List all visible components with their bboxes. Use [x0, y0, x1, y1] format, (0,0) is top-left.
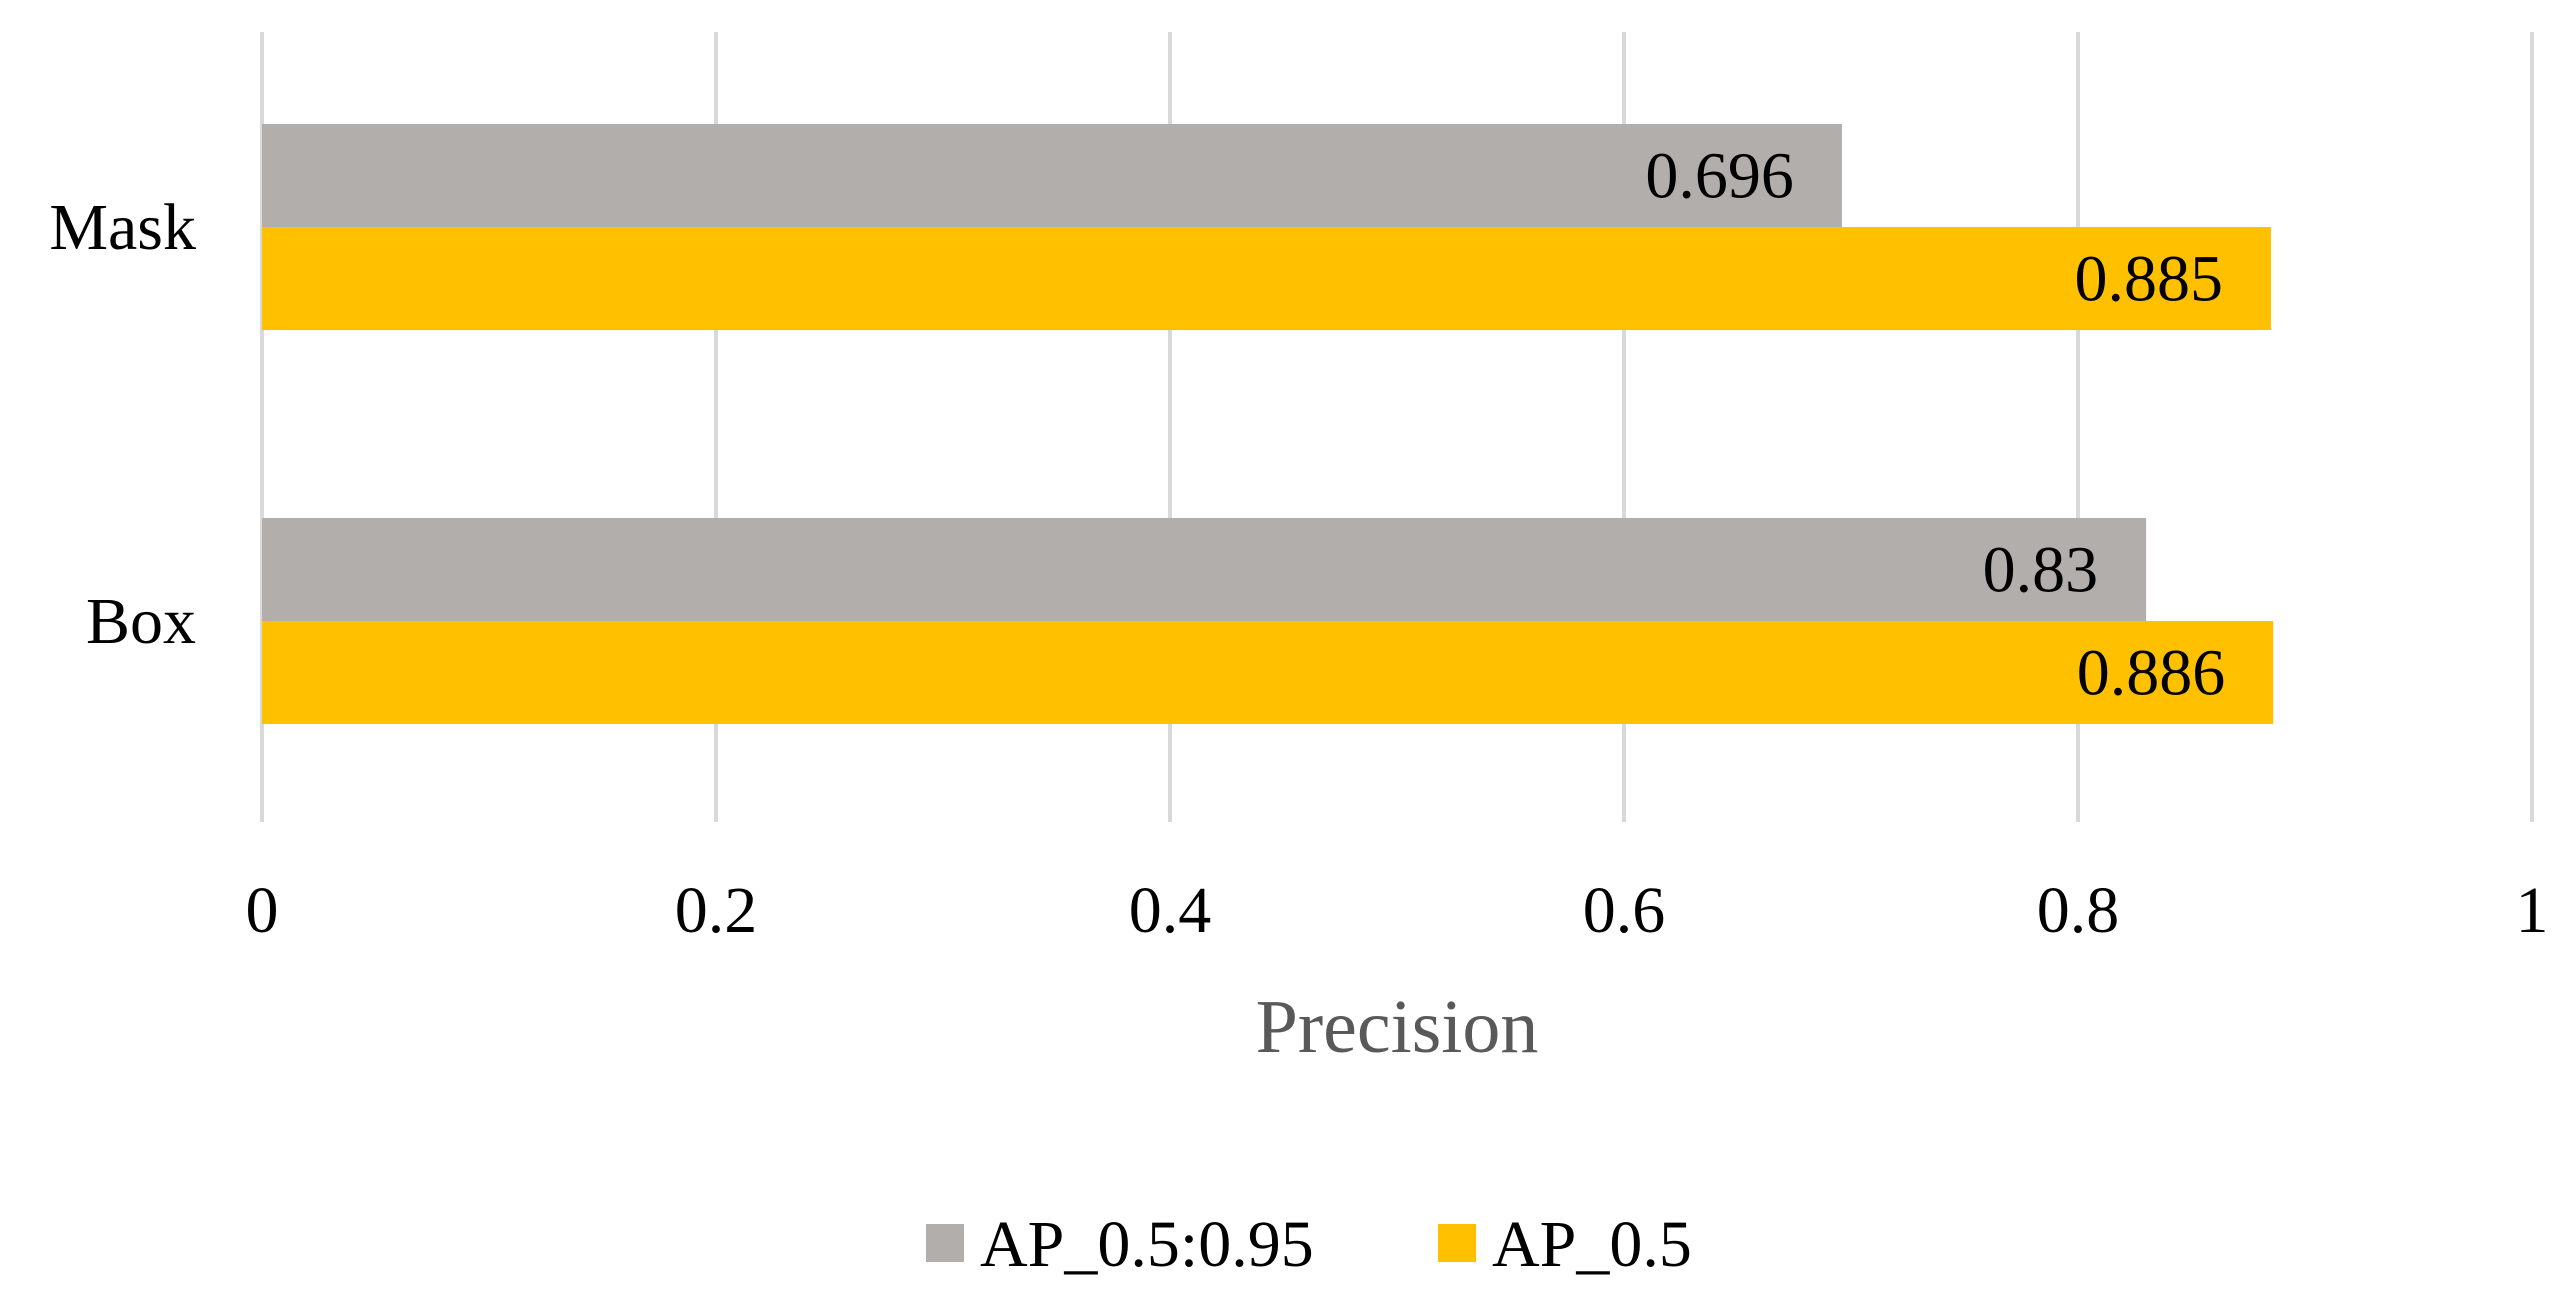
bar-box-1	[262, 621, 2274, 724]
x-tick-label-4: 0.8	[2037, 874, 2120, 947]
x-tick-label-1: 0.2	[675, 874, 758, 947]
legend-label-1: AP_0.5	[1492, 1208, 1692, 1281]
x-tick-label-5: 1	[2516, 874, 2549, 947]
x-tick-labels: 0 0.2 0.4 0.6 0.8 1	[246, 874, 2549, 947]
data-label-mask-0: 0.696	[1645, 140, 1794, 213]
x-tick-label-0: 0	[246, 874, 279, 947]
x-tick-label-3: 0.6	[1583, 874, 1666, 947]
legend-swatch-1	[1438, 1224, 1476, 1262]
category-label-box: Box	[86, 585, 196, 658]
bar-box-0	[262, 518, 2147, 621]
data-label-box-0: 0.83	[1983, 534, 2099, 607]
x-tick-label-2: 0.4	[1129, 874, 1212, 947]
legend-swatch-0	[926, 1224, 964, 1262]
category-labels: Mask Box	[49, 191, 196, 658]
bar-mask-1	[262, 227, 2271, 330]
bars	[262, 124, 2274, 724]
legend: AP_0.5:0.95 AP_0.5	[926, 1208, 1692, 1281]
data-labels: 0.696 0.885 0.83 0.886	[1645, 140, 2225, 710]
data-label-box-1: 0.886	[2077, 637, 2226, 710]
category-label-mask: Mask	[49, 191, 196, 264]
x-axis-title: Precision	[1256, 985, 1539, 1069]
data-label-mask-1: 0.885	[2074, 243, 2223, 316]
legend-label-0: AP_0.5:0.95	[980, 1208, 1314, 1281]
bar-mask-0	[262, 124, 1842, 227]
